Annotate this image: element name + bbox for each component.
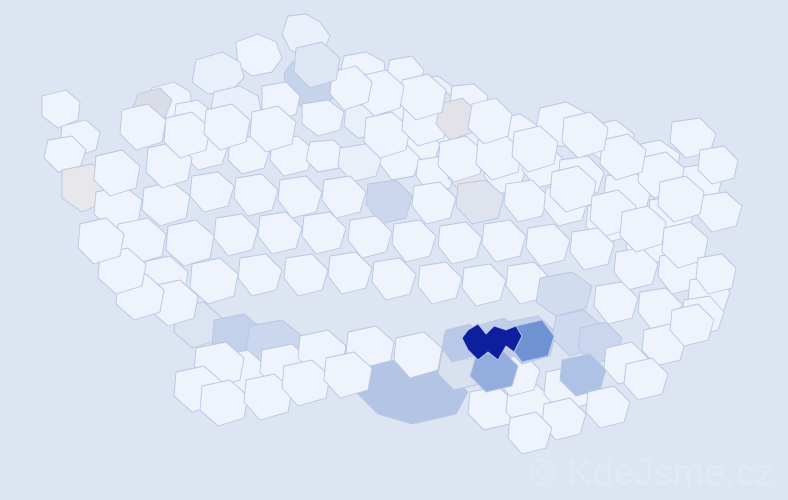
district-region[interactable]: [244, 374, 292, 420]
district-region[interactable]: [456, 180, 504, 224]
district-region[interactable]: [78, 218, 124, 264]
district-region[interactable]: [282, 360, 330, 406]
district-region[interactable]: [238, 254, 282, 296]
district-region[interactable]: [696, 254, 736, 294]
district-region[interactable]: [324, 352, 372, 398]
district-region[interactable]: [392, 220, 436, 262]
district-region[interactable]: [348, 216, 392, 258]
districts-layer: [42, 14, 742, 454]
district-region[interactable]: [508, 412, 552, 454]
district-region[interactable]: [190, 258, 238, 304]
district-region[interactable]: [462, 264, 506, 306]
district-region[interactable]: [670, 304, 714, 346]
district-region[interactable]: [204, 104, 250, 150]
district-region[interactable]: [536, 272, 592, 316]
district-region[interactable]: [624, 358, 668, 400]
district-region[interactable]: [192, 52, 244, 94]
district-region[interactable]: [366, 180, 412, 224]
district-region[interactable]: [120, 104, 166, 150]
district-region[interactable]: [200, 380, 248, 426]
district-region[interactable]: [482, 220, 526, 262]
district-region[interactable]: [418, 262, 462, 304]
district-region[interactable]: [284, 254, 328, 296]
district-region[interactable]: [698, 192, 742, 232]
district-region[interactable]: [658, 176, 704, 222]
district-region[interactable]: [258, 212, 302, 254]
district-region[interactable]: [234, 174, 278, 216]
district-region[interactable]: [278, 176, 322, 218]
district-region[interactable]: [214, 214, 258, 256]
district-region-highlighted[interactable]: [462, 324, 522, 360]
district-region[interactable]: [562, 112, 608, 158]
district-region[interactable]: [294, 42, 340, 88]
district-region[interactable]: [42, 90, 80, 128]
district-region[interactable]: [394, 332, 442, 378]
district-region[interactable]: [620, 206, 666, 252]
district-region[interactable]: [438, 136, 484, 182]
district-region[interactable]: [526, 224, 570, 266]
district-region[interactable]: [412, 182, 456, 224]
district-region[interactable]: [166, 220, 214, 266]
district-region[interactable]: [330, 66, 372, 110]
district-region[interactable]: [328, 252, 372, 294]
district-region[interactable]: [302, 212, 346, 254]
district-region[interactable]: [698, 146, 738, 184]
district-region[interactable]: [594, 282, 638, 324]
district-region[interactable]: [190, 172, 234, 212]
district-region[interactable]: [250, 106, 296, 152]
district-region[interactable]: [600, 134, 646, 180]
district-region[interactable]: [372, 258, 416, 300]
district-region[interactable]: [302, 100, 344, 136]
district-region[interactable]: [364, 112, 410, 158]
district-region[interactable]: [504, 180, 548, 222]
district-region[interactable]: [322, 176, 366, 218]
district-region[interactable]: [94, 150, 140, 196]
district-region[interactable]: [512, 126, 558, 172]
district-region[interactable]: [468, 98, 512, 144]
district-region[interactable]: [586, 386, 630, 428]
district-region[interactable]: [438, 222, 482, 264]
district-region[interactable]: [164, 112, 210, 158]
